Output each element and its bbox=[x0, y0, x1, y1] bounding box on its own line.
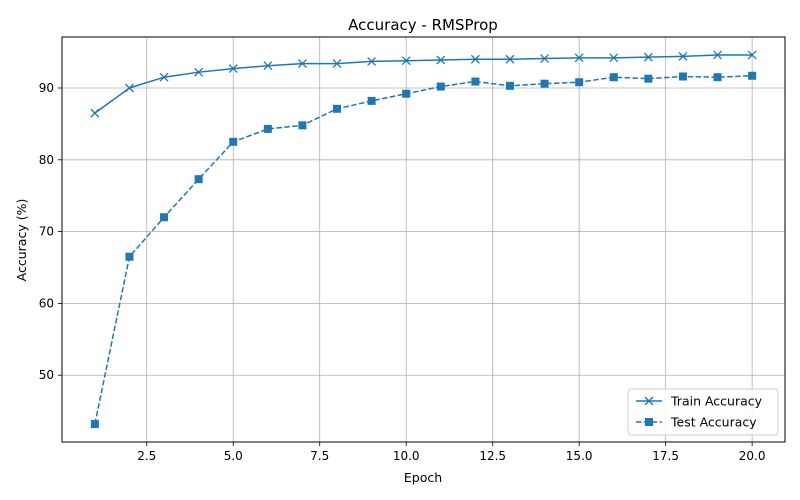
x-tick-label: 10.0 bbox=[393, 449, 420, 463]
plot-frame bbox=[61, 36, 786, 443]
x-tick-label: 5.0 bbox=[224, 449, 243, 463]
chart-title: Accuracy - RMSProp bbox=[348, 16, 498, 34]
x-tick-label: 17.5 bbox=[652, 449, 679, 463]
train-accuracy-point bbox=[505, 54, 515, 64]
test-accuracy-point bbox=[333, 104, 342, 113]
test-accuracy-point bbox=[575, 78, 584, 87]
legend-marker-test bbox=[645, 418, 653, 426]
train-accuracy-point bbox=[678, 51, 688, 61]
test-accuracy-point bbox=[540, 79, 549, 88]
test-accuracy-point bbox=[471, 77, 480, 86]
test-accuracy-point bbox=[298, 121, 307, 130]
test-accuracy-point bbox=[609, 73, 618, 82]
legend-item-test: Test Accuracy bbox=[636, 415, 757, 430]
train-accuracy-point bbox=[574, 53, 584, 63]
plot-series bbox=[90, 50, 757, 429]
grid-lines bbox=[62, 37, 785, 442]
y-tick-label: 70 bbox=[39, 225, 54, 239]
y-tick-label: 60 bbox=[39, 296, 54, 310]
test-accuracy-point bbox=[713, 73, 722, 82]
test-accuracy-point bbox=[505, 81, 514, 90]
test-accuracy-point bbox=[194, 175, 203, 184]
test-accuracy-point bbox=[678, 72, 687, 81]
test-accuracy-point bbox=[367, 96, 376, 105]
train-accuracy-line bbox=[94, 54, 753, 114]
x-tick-label: 20.0 bbox=[739, 449, 766, 463]
x-tick-label: 15.0 bbox=[566, 449, 593, 463]
test-accuracy-series bbox=[90, 71, 757, 429]
axis-ticks: 2.5 5.0 7.5 10.0 12.5 15.0 17.5 20.0 50 60 70 80 90 bbox=[39, 81, 766, 463]
test-accuracy-point bbox=[748, 71, 757, 80]
test-accuracy-point bbox=[125, 252, 134, 261]
y-axis-label: Accuracy (%) bbox=[14, 199, 29, 282]
legend-label-test: Test Accuracy bbox=[670, 415, 757, 430]
train-accuracy-point bbox=[747, 50, 757, 60]
train-accuracy-point bbox=[263, 61, 273, 71]
train-accuracy-point bbox=[713, 50, 723, 60]
test-accuracy-point bbox=[229, 137, 238, 146]
legend-label-train: Train Accuracy bbox=[670, 394, 763, 409]
x-tick-label: 12.5 bbox=[479, 449, 506, 463]
train-accuracy-point bbox=[470, 54, 480, 64]
train-accuracy-point bbox=[124, 83, 134, 93]
x-tick-label: 2.5 bbox=[137, 449, 156, 463]
x-axis-label: Epoch bbox=[404, 470, 442, 485]
train-accuracy-point bbox=[159, 72, 169, 82]
train-accuracy-point bbox=[436, 55, 446, 65]
train-accuracy-point bbox=[228, 64, 238, 74]
train-accuracy-point bbox=[609, 53, 619, 63]
train-accuracy-series bbox=[90, 50, 757, 118]
train-accuracy-point bbox=[90, 108, 100, 118]
train-accuracy-point bbox=[297, 59, 307, 69]
y-tick-label: 80 bbox=[39, 153, 54, 167]
x-tick-label: 7.5 bbox=[310, 449, 329, 463]
train-accuracy-point bbox=[401, 56, 411, 66]
y-tick-label: 50 bbox=[39, 368, 54, 382]
legend-item-train: Train Accuracy bbox=[636, 394, 763, 409]
y-tick-label: 90 bbox=[39, 81, 54, 95]
train-accuracy-point bbox=[332, 59, 342, 69]
train-accuracy-point bbox=[367, 56, 377, 66]
test-accuracy-point bbox=[644, 74, 653, 83]
legend-marker-train bbox=[644, 396, 654, 406]
test-accuracy-point bbox=[436, 82, 445, 91]
train-accuracy-point bbox=[643, 52, 653, 62]
legend-box bbox=[627, 388, 779, 436]
test-accuracy-line bbox=[94, 75, 753, 425]
test-accuracy-point bbox=[402, 89, 411, 98]
test-accuracy-point bbox=[160, 213, 169, 222]
legend: Train Accuracy Test Accuracy bbox=[627, 388, 779, 436]
train-accuracy-point bbox=[194, 67, 204, 77]
test-accuracy-point bbox=[263, 124, 272, 133]
test-accuracy-point bbox=[90, 420, 99, 429]
train-accuracy-point bbox=[540, 54, 550, 64]
